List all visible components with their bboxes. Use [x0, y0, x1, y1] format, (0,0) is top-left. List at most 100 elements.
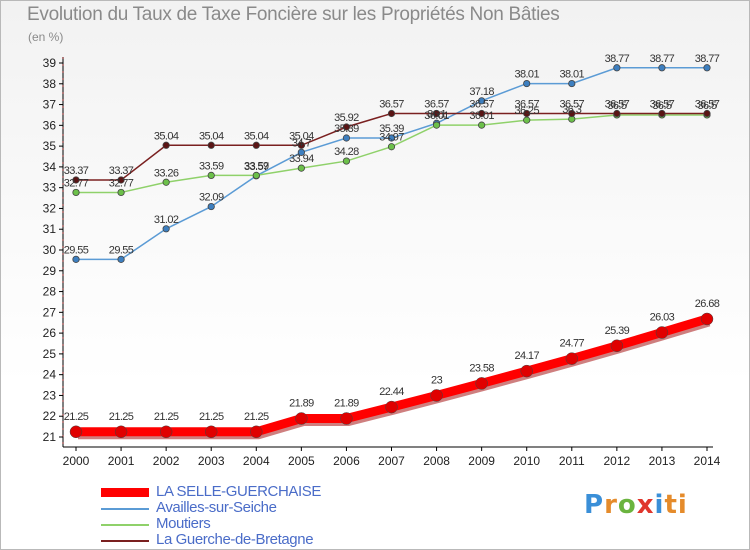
- data-point-availles-sur-seiche: [162, 225, 170, 233]
- data-point-la-selle-guerchaise: [430, 389, 443, 402]
- data-point-la-selle-guerchaise: [610, 339, 624, 353]
- data-label-moutiers: 33.26: [154, 167, 179, 179]
- data-point-availles-sur-seiche: [387, 134, 396, 142]
- data-label-moutiers: 33.59: [244, 160, 269, 172]
- data-point-availles-sur-seiche: [72, 255, 80, 263]
- data-point-moutiers: [523, 116, 531, 124]
- data-label-la-selle-guerchaise: 21.89: [289, 398, 314, 410]
- x-tick-label: 2014: [694, 454, 721, 468]
- data-label-la-guerche-de-bretagne: 36.57: [514, 98, 539, 110]
- legend-swatch-moutiers: [101, 524, 149, 526]
- data-point-la-guerche-de-bretagne: [432, 109, 441, 118]
- y-tick-label: 29: [43, 264, 57, 278]
- data-point-la-selle-guerchaise: [204, 425, 218, 439]
- y-tick-label: 21: [43, 430, 57, 444]
- legend-swatch-la-selle-guerchaise: [101, 488, 149, 497]
- x-tick-label: 2012: [604, 454, 631, 468]
- chart-title: Evolution du Taux de Taxe Foncière sur l…: [27, 4, 560, 25]
- data-point-la-selle-guerchaise: [159, 425, 173, 439]
- data-label-la-selle-guerchaise: 21.25: [109, 411, 134, 423]
- data-label-la-guerche-de-bretagne: 36.57: [605, 98, 630, 110]
- y-tick-label: 36: [43, 118, 57, 132]
- data-label-availles-sur-seiche: 37.18: [469, 86, 494, 98]
- data-point-la-selle-guerchaise: [565, 352, 579, 365]
- data-point-la-guerche-de-bretagne: [72, 176, 80, 184]
- data-point-la-selle-guerchaise: [655, 326, 669, 339]
- x-tick-label: 2008: [423, 454, 450, 468]
- data-point-moutiers: [252, 171, 260, 180]
- data-label-la-selle-guerchaise: 26.68: [695, 298, 720, 310]
- data-point-la-selle-guerchaise: [475, 377, 488, 390]
- x-tick-label: 2004: [243, 454, 270, 468]
- data-point-moutiers: [432, 121, 441, 129]
- data-label-moutiers: 36.01: [469, 110, 494, 122]
- data-label-la-guerche-de-bretagne: 36.57: [650, 98, 675, 110]
- data-label-availles-sur-seiche: 35.39: [379, 123, 404, 135]
- data-label-availles-sur-seiche: 38.01: [560, 69, 585, 81]
- data-label-la-selle-guerchaise: 21.25: [154, 411, 179, 423]
- data-point-la-guerche-de-bretagne: [162, 141, 170, 149]
- data-label-la-selle-guerchaise: 24.77: [560, 338, 585, 350]
- y-tick-label: 28: [43, 285, 57, 299]
- data-point-moutiers: [342, 157, 351, 165]
- data-point-availles-sur-seiche: [658, 64, 666, 72]
- data-label-la-selle-guerchaise: 22.44: [379, 386, 404, 398]
- data-label-la-guerche-de-bretagne: 36.57: [379, 98, 404, 110]
- unit-label: (en %): [28, 30, 64, 44]
- data-label-la-selle-guerchaise: 21.25: [64, 411, 89, 423]
- y-tick-label: 22: [43, 409, 57, 423]
- data-label-la-guerche-de-bretagne: 35.92: [334, 112, 359, 124]
- legend-label-moutiers: Moutiers: [156, 515, 211, 532]
- y-tick-label: 24: [43, 368, 57, 382]
- data-label-la-guerche-de-bretagne: 35.04: [154, 130, 179, 142]
- data-label-availles-sur-seiche: 33.57: [244, 161, 269, 173]
- data-label-moutiers: 36.25: [514, 105, 539, 117]
- data-point-moutiers: [207, 171, 215, 180]
- x-tick-label: 2009: [468, 454, 495, 468]
- data-point-moutiers: [297, 164, 305, 172]
- x-tick-label: 2000: [63, 454, 90, 468]
- x-tick-label: 2001: [108, 454, 135, 468]
- data-label-la-guerche-de-bretagne: 35.04: [289, 130, 314, 142]
- data-label-la-selle-guerchaise: 23: [431, 374, 443, 386]
- data-point-la-selle-guerchaise: [340, 412, 353, 425]
- data-label-moutiers: 33.94: [289, 153, 314, 165]
- data-label-moutiers: 36.5: [652, 100, 671, 112]
- x-tick-label: 2003: [198, 454, 225, 468]
- data-label-availles-sur-seiche: 34.7: [292, 137, 311, 149]
- legend-label-la-guerche-de-bretagne: La Guerche-de-Bretagne: [156, 531, 314, 548]
- data-point-la-guerche-de-bretagne: [297, 141, 305, 149]
- data-label-moutiers: 36.5: [607, 100, 626, 112]
- data-label-la-guerche-de-bretagne: 33.37: [64, 165, 89, 177]
- data-point-la-guerche-de-bretagne: [568, 109, 576, 118]
- data-point-moutiers: [478, 121, 486, 129]
- data-label-availles-sur-seiche: 31.02: [154, 214, 179, 226]
- x-tick-label: 2005: [288, 454, 315, 468]
- legend-swatch-la-guerche-de-bretagne: [101, 540, 149, 542]
- data-point-la-guerche-de-bretagne: [342, 123, 351, 131]
- y-tick-label: 38: [43, 77, 57, 91]
- data-point-availles-sur-seiche: [568, 79, 576, 88]
- data-point-availles-sur-seiche: [523, 79, 531, 88]
- data-point-la-guerche-de-bretagne: [478, 109, 486, 118]
- data-label-moutiers: 32.77: [64, 177, 89, 189]
- data-point-la-guerche-de-bretagne: [658, 109, 666, 118]
- data-label-availles-sur-seiche: 38.01: [514, 69, 539, 81]
- data-label-la-selle-guerchaise: 21.25: [244, 411, 269, 423]
- y-tick-label: 26: [43, 326, 57, 340]
- data-label-la-selle-guerchaise: 21.89: [334, 398, 359, 410]
- data-point-availles-sur-seiche: [297, 148, 305, 156]
- data-label-la-guerche-de-bretagne: 36.57: [695, 98, 720, 110]
- legend-swatch-availles-sur-seiche: [101, 508, 149, 510]
- y-tick-label: 31: [43, 222, 57, 236]
- data-label-moutiers: 34.97: [379, 132, 404, 144]
- data-label-availles-sur-seiche: 32.09: [199, 192, 224, 204]
- data-label-availles-sur-seiche: 38.77: [650, 53, 675, 65]
- data-point-moutiers: [117, 188, 125, 197]
- data-point-availles-sur-seiche: [342, 134, 351, 142]
- data-point-availles-sur-seiche: [613, 64, 621, 72]
- data-point-moutiers: [72, 188, 80, 197]
- data-label-la-guerche-de-bretagne: 33.37: [109, 165, 134, 177]
